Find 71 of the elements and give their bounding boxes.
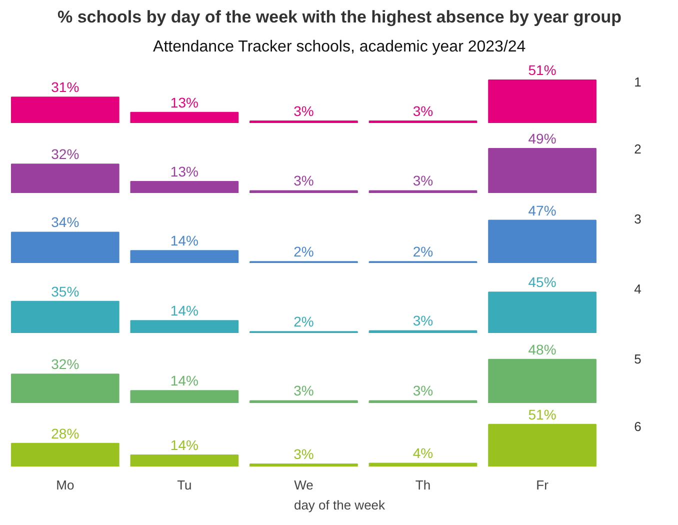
bar: [488, 148, 596, 193]
bar: [10, 232, 120, 263]
bar: [10, 442, 120, 466]
bar: [130, 112, 239, 123]
data-label: 14%: [170, 372, 198, 389]
data-label: 32%: [51, 146, 80, 162]
data-label: 31%: [51, 79, 80, 96]
bar: [488, 292, 596, 333]
data-label: 3%: [412, 382, 434, 399]
bar: [250, 120, 358, 123]
data-label: 51%: [528, 62, 556, 78]
bar: [488, 424, 596, 466]
text: 6: [634, 419, 642, 434]
data-label: 2%: [294, 314, 314, 330]
data-label: 14%: [170, 232, 198, 249]
data-label: 48%: [528, 341, 556, 358]
data-label: 3%: [294, 446, 314, 462]
data-label: 35%: [51, 283, 80, 300]
bar: [368, 120, 478, 123]
x-tick-label: Tu: [177, 478, 192, 492]
text: 4: [634, 281, 642, 296]
bar: [488, 80, 596, 123]
data-label: 34%: [51, 214, 80, 230]
bar: [368, 462, 478, 466]
data-label: 13%: [170, 94, 198, 110]
data-label: 47%: [528, 202, 556, 218]
data-label: 32%: [51, 356, 80, 372]
data-label: 3%: [412, 102, 434, 119]
data-label: 3%: [294, 102, 314, 119]
data-label: 14%: [170, 302, 198, 319]
text: 3: [634, 211, 642, 226]
bar: [130, 181, 239, 193]
bar: [250, 464, 358, 466]
bar: [250, 400, 358, 403]
bar: [10, 96, 120, 123]
data-label: 49%: [528, 130, 556, 146]
data-label: 14%: [170, 436, 198, 453]
data-label: 51%: [528, 406, 556, 422]
bar: [368, 330, 478, 333]
data-label: 3%: [294, 172, 314, 189]
data-label: 28%: [51, 425, 80, 442]
bar: [250, 190, 358, 193]
data-label: 13%: [170, 164, 198, 180]
bar: [368, 190, 478, 193]
text: 2: [634, 141, 642, 156]
data-label: 3%: [294, 382, 314, 399]
bar: [368, 400, 478, 403]
x-tick-label: Mo: [56, 478, 74, 492]
bar: [130, 250, 239, 263]
data-label: 45%: [528, 274, 556, 290]
data-label: 2%: [294, 244, 314, 260]
chart-title: % schools by day of the week with the highest absence by year group: [58, 8, 622, 26]
bar: [488, 358, 596, 403]
data-label: 4%: [412, 445, 434, 462]
chart-subtitle: Attendance Tracker schools, academic year 2023/24: [153, 38, 526, 56]
data-label: 3%: [412, 172, 434, 189]
text: 5: [634, 351, 642, 366]
bar: [10, 164, 120, 193]
text: 1: [634, 74, 642, 90]
data-label: 3%: [412, 312, 434, 329]
bar: [488, 220, 596, 263]
x-axis-title: day of the week: [294, 498, 386, 512]
data-label: 2%: [412, 244, 434, 260]
bar: [130, 454, 239, 466]
x-tick-label: Th: [415, 478, 431, 492]
x-tick-label: Fr: [536, 478, 550, 492]
bar: [10, 300, 120, 333]
bar: [10, 374, 120, 403]
bar: [130, 320, 239, 333]
bar: [130, 390, 239, 403]
x-tick-label: We: [294, 478, 314, 492]
